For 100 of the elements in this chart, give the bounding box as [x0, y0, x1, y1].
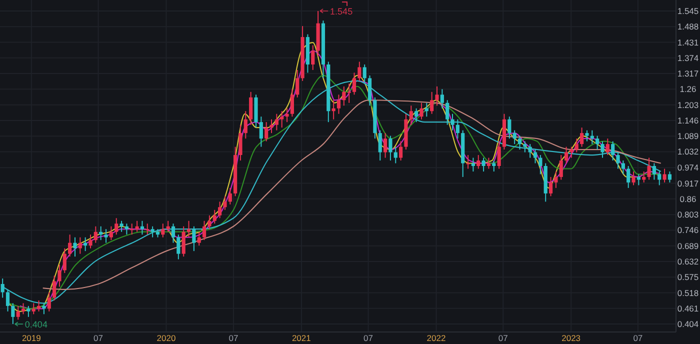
candlestick [259, 116, 263, 148]
candlestick [596, 135, 600, 150]
candlestick [523, 140, 527, 153]
x-tick-label: 07 [228, 333, 238, 343]
y-tick-label: 0.689 [677, 240, 699, 251]
candlestick [533, 149, 538, 164]
candlestick [296, 69, 300, 98]
candlestick [668, 170, 672, 183]
y-tick-label: 1.26 [680, 84, 697, 94]
candlestick [497, 140, 501, 170]
candlestick [270, 118, 274, 134]
candlestick [223, 196, 227, 210]
x-tick-label: 07 [94, 333, 104, 343]
candlestick [264, 122, 268, 142]
candlestick [228, 187, 232, 205]
candlestick [161, 223, 165, 238]
candlestick [186, 220, 191, 238]
candlestick [585, 130, 589, 142]
x-tick-label: 2021 [292, 333, 312, 343]
y-tick-label: 0.746 [677, 225, 699, 236]
candlestick [311, 44, 315, 70]
candlestick [518, 135, 522, 150]
candlestick [508, 116, 512, 140]
candlestick [274, 113, 278, 131]
candlestick [388, 135, 392, 162]
candlestick [662, 168, 666, 183]
candlestick [482, 157, 486, 172]
candlestick [435, 86, 439, 106]
candlestick [68, 234, 72, 258]
candlestick [358, 61, 362, 82]
candlestick [171, 223, 176, 244]
y-tick-label: 1.374 [677, 52, 699, 63]
candlestick [600, 140, 604, 158]
candlestick [570, 146, 574, 158]
candlestick [21, 302, 26, 315]
candlestick [244, 110, 248, 140]
candlestick [564, 146, 568, 164]
candlestick [94, 226, 98, 244]
x-tick-label: 2020 [156, 333, 176, 343]
y-tick-label: 0.86 [680, 194, 697, 204]
candlestick [182, 226, 186, 258]
candlestick [32, 302, 36, 315]
candlestick [73, 236, 77, 258]
candlestick [62, 248, 66, 274]
candlestick [652, 162, 656, 180]
candlestick [238, 124, 242, 162]
candlestick [280, 110, 284, 128]
x-tick-label: 2023 [562, 333, 581, 343]
candlestick [130, 223, 134, 236]
candlestick [616, 152, 620, 170]
candlestick [104, 228, 108, 244]
candlestick [430, 91, 434, 114]
candlestick [456, 118, 460, 140]
candlestick [476, 154, 480, 170]
y-tick-label: 0.803 [677, 210, 699, 220]
candlestick [249, 91, 253, 126]
candlestick [450, 113, 454, 131]
y-tick-label: 1.032 [677, 146, 699, 157]
candlestick [135, 220, 139, 232]
candlestick [446, 100, 450, 126]
candlestick [574, 138, 578, 153]
y-tick-label: 1.146 [677, 115, 699, 126]
candlestick [176, 234, 180, 260]
candlestick [290, 88, 294, 118]
candlestick [554, 170, 558, 188]
candlestick [218, 201, 222, 219]
candlestick [197, 231, 201, 246]
annotation: 0.404 [24, 320, 48, 330]
x-tick-label: 2019 [22, 333, 42, 343]
candlestick [347, 83, 351, 104]
y-tick-label: 1.431 [677, 37, 699, 48]
y-tick-label: 0.632 [677, 256, 699, 266]
x-tick-label: 07 [364, 333, 374, 343]
candlestick [192, 226, 196, 252]
candlestick [52, 275, 56, 301]
candlestick [342, 86, 346, 106]
candlestick [440, 88, 444, 109]
y-tick-label: 0.974 [677, 162, 699, 173]
candlestick [212, 209, 216, 224]
candlestick [611, 140, 615, 162]
candlestick [580, 127, 584, 148]
candlestick [466, 154, 470, 170]
candlestick [409, 105, 413, 126]
y-tick-label: 0.461 [677, 303, 699, 314]
y-tick-label: 1.203 [677, 100, 699, 110]
candlestick [202, 220, 206, 241]
y-tick-label: 0.518 [677, 288, 699, 298]
candlestick [414, 108, 418, 123]
candlestick [336, 94, 341, 114]
candlestick [632, 170, 636, 186]
candlestick [626, 166, 630, 188]
candlestick [512, 130, 516, 145]
candlestick [78, 236, 82, 254]
annotation: 1.545 [330, 6, 353, 16]
candlestick [150, 226, 154, 238]
candlestick [383, 132, 388, 158]
y-tick-label: 0.917 [677, 178, 699, 188]
candlestick [146, 223, 150, 236]
candlestick [352, 72, 356, 96]
candlestick [528, 144, 532, 158]
